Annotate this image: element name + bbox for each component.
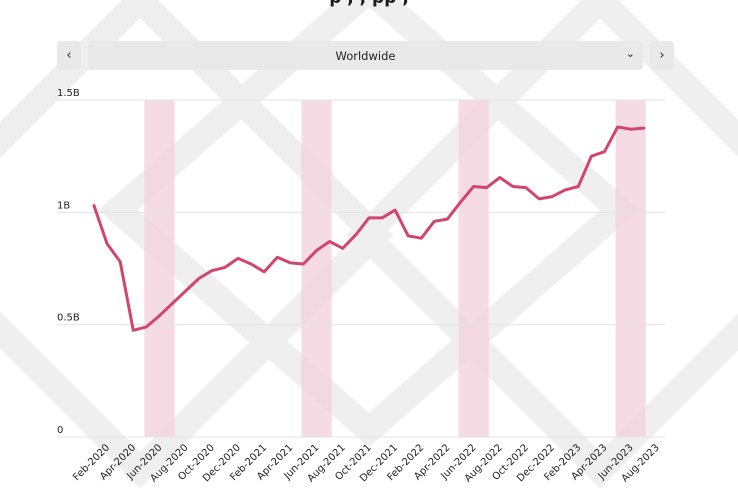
series-line-1 [92,125,646,332]
next-button[interactable]: › [650,41,674,70]
y-tick-label: 0.5B [57,313,80,324]
chart-title-partial: p , , pp , [0,0,738,8]
region-select-value: Worldwide [335,48,396,63]
y-tick-label: 1.5B [57,88,80,99]
y-tick-label: 1B [57,200,70,211]
shaded-period-2 [301,100,332,437]
chevron-right-icon: › [659,48,665,63]
shaded-period-4 [615,100,646,437]
y-tick-label: 0 [57,425,63,436]
chevron-left-icon: ‹ [66,48,72,63]
chevron-down-icon: ⌄ [625,47,635,60]
previous-button[interactable]: ‹ [57,41,81,70]
shaded-period-1 [144,100,175,437]
shaded-period-3 [458,100,489,437]
region-select[interactable]: Worldwide ⌄ [88,41,643,70]
